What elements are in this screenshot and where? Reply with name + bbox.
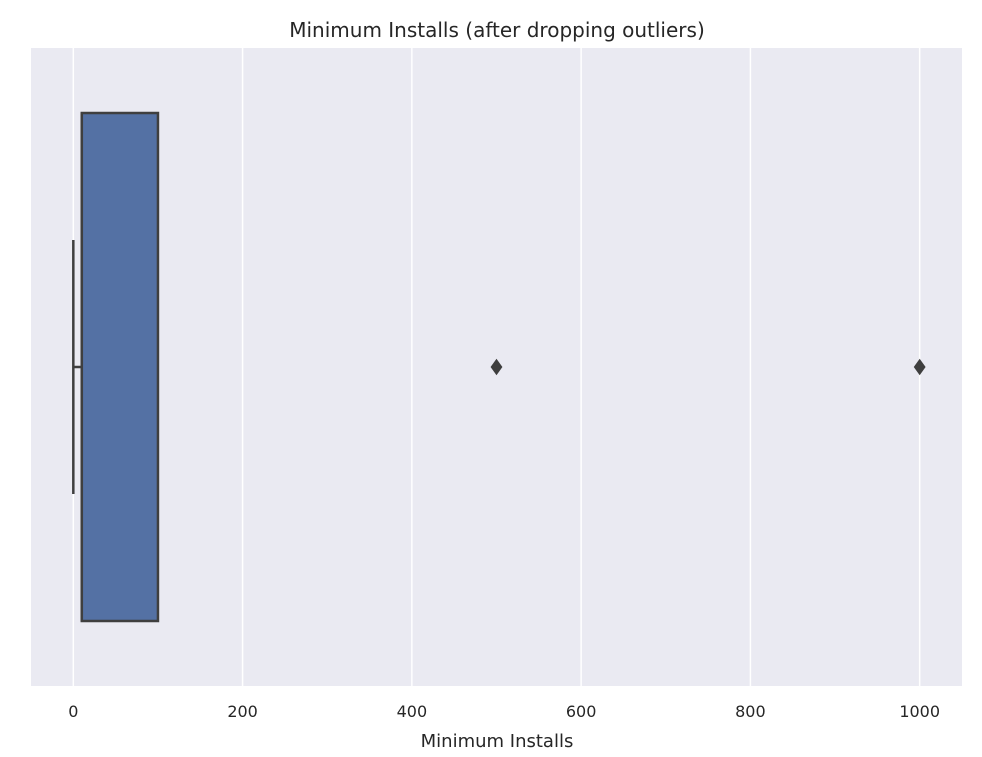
x-tick-label-1000: 1000 [899, 702, 940, 721]
x-tick-labels: 0 200 400 600 800 1000 [68, 702, 940, 721]
iqr-box [80, 111, 160, 623]
outlier-point-500 [490, 358, 503, 376]
x-tick-label-200: 200 [227, 702, 258, 721]
x-tick-label-0: 0 [68, 702, 78, 721]
x-tick-label-600: 600 [566, 702, 597, 721]
x-tick-label-400: 400 [397, 702, 428, 721]
outlier-point-1000 [913, 358, 926, 376]
chart-title: Minimum Installs (after dropping outlier… [289, 18, 705, 42]
x-tick-label-800: 800 [735, 702, 766, 721]
x-axis-label: Minimum Installs [421, 731, 574, 752]
box-marks [72, 111, 926, 623]
